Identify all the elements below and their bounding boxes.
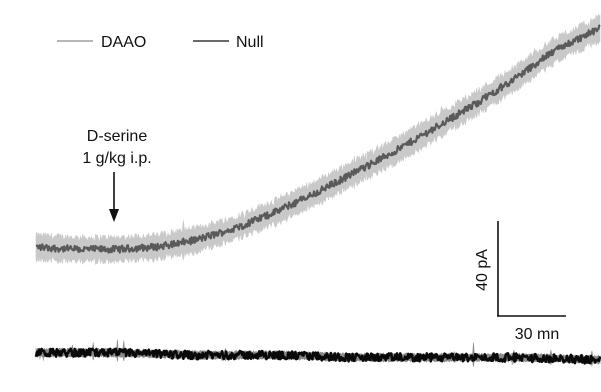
annotation-arrow-head-icon bbox=[109, 209, 119, 222]
plot-area bbox=[34, 13, 601, 367]
legend-label-daao: DAAO bbox=[101, 34, 146, 51]
series-line-null bbox=[34, 347, 601, 365]
scale-bar-vertical-label: 40 pA bbox=[474, 249, 491, 291]
series-band-daao bbox=[35, 13, 601, 266]
legend: DAAO Null bbox=[57, 34, 264, 51]
scale-bar-horizontal-label: 30 mn bbox=[515, 326, 559, 343]
legend-label-null: Null bbox=[236, 34, 264, 51]
injection-annotation: D-serine 1 g/kg i.p. bbox=[82, 128, 152, 222]
series-line-daao bbox=[35, 24, 601, 254]
annotation-dose-label: 1 g/kg i.p. bbox=[82, 150, 151, 167]
scale-bar: 40 pA 30 mn bbox=[474, 221, 566, 343]
annotation-drug-label: D-serine bbox=[87, 128, 148, 145]
